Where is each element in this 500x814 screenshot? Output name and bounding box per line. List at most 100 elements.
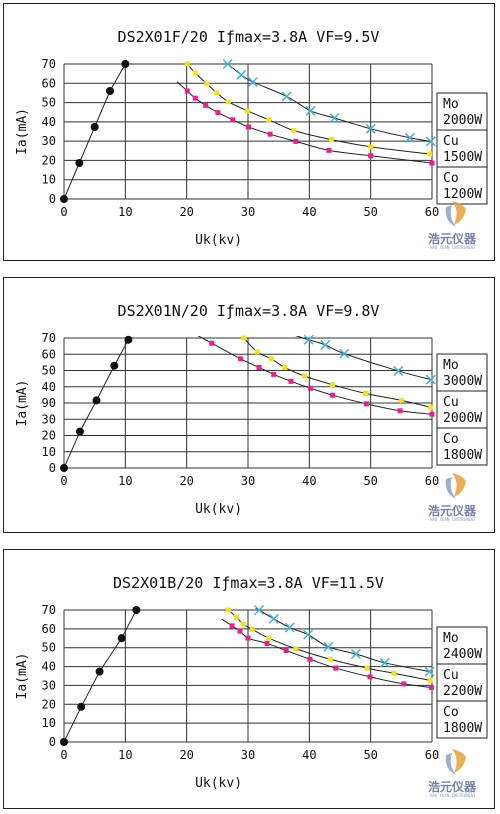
data-point — [230, 117, 236, 123]
legend-element: Co — [443, 705, 459, 720]
data-point — [428, 684, 434, 690]
y-tick-label: 10 — [42, 716, 56, 730]
legend-power: 2000W — [443, 411, 482, 426]
legend-element: Cu — [443, 134, 459, 149]
chart-title: DS2X01B/20 Iƒmax=3.8A VF=11.5V — [113, 574, 384, 592]
series-curve — [241, 336, 431, 408]
y-tick-label: 40 — [42, 660, 56, 674]
data-point — [236, 69, 247, 80]
data-point — [75, 427, 84, 436]
data-point — [247, 76, 258, 88]
legend-power: 1500W — [443, 150, 482, 165]
watermark-text: 浩元仪器 — [428, 503, 477, 518]
x-tick-label: 30 — [241, 748, 255, 762]
data-point — [364, 665, 370, 671]
data-point — [368, 153, 374, 159]
data-point — [244, 108, 250, 114]
x-tick-label: 10 — [118, 474, 132, 488]
data-point — [427, 151, 433, 157]
data-point — [124, 335, 133, 344]
x-axis-label: Uk(kv) — [195, 776, 242, 791]
y-axis-label: Ia(mA) — [15, 380, 30, 427]
data-point — [398, 397, 404, 403]
data-point — [363, 401, 369, 407]
data-point — [92, 396, 101, 405]
data-point — [379, 657, 390, 668]
data-point — [117, 634, 126, 643]
data-point — [326, 147, 332, 153]
legend-power: 1200W — [443, 187, 482, 202]
data-point — [214, 90, 220, 96]
data-point — [424, 666, 435, 677]
x-tick-label: 20 — [179, 474, 193, 488]
data-point — [229, 623, 235, 629]
data-point — [401, 681, 407, 687]
x-tick-label: 20 — [179, 748, 193, 762]
x-tick-label: 20 — [179, 205, 193, 219]
watermark-text: 浩元仪器 — [428, 779, 477, 794]
y-tick-label: 30 — [42, 412, 56, 426]
y-tick-label: 10 — [42, 173, 56, 187]
y-tick-label: 40 — [42, 380, 56, 394]
data-point — [225, 99, 231, 105]
chart-title: DS2X01F/20 Iƒmax=3.8A VF=9.5V — [118, 28, 380, 46]
data-point — [204, 81, 210, 87]
data-point — [281, 91, 292, 102]
data-point — [95, 667, 104, 676]
data-point — [192, 95, 198, 101]
data-point — [184, 88, 190, 94]
y-tick-label: 50 — [42, 96, 56, 110]
data-point — [237, 628, 243, 634]
y-tick-label: 30 — [42, 678, 56, 692]
data-point — [391, 670, 397, 676]
data-point — [215, 110, 221, 116]
legend-element: Mo — [443, 358, 459, 373]
y-tick-label: 20 — [42, 153, 56, 167]
legend-power: 1800W — [443, 721, 482, 736]
x-tick-label: 40 — [302, 474, 316, 488]
data-point — [192, 70, 198, 76]
legend-element: Mo — [443, 631, 459, 646]
data-point — [368, 144, 374, 150]
data-point — [425, 374, 436, 385]
data-point — [249, 626, 255, 632]
x-tick-label: 60 — [425, 474, 439, 488]
x-tick-label: 30 — [241, 205, 255, 219]
chart-svg: DS2X01F/20 Iƒmax=3.8A VF=9.5V 0 10 20 30 40 50… — [15, 28, 488, 250]
legend-element: Cu — [443, 668, 459, 683]
watermark-subtext: HAO YUAN INSTRUMENT — [430, 517, 476, 522]
data-point — [254, 349, 260, 355]
data-point — [254, 604, 265, 616]
data-point — [203, 102, 209, 108]
data-point — [75, 159, 84, 167]
data-point — [132, 606, 141, 614]
y-tick-label: 0 — [49, 461, 56, 475]
data-point — [327, 656, 333, 662]
data-point — [266, 635, 272, 641]
data-point — [225, 607, 231, 613]
legend-power: 3000W — [443, 374, 482, 389]
y-tick-label: 70 — [42, 603, 56, 617]
data-point — [301, 373, 307, 379]
data-point — [184, 61, 190, 67]
y-tick-label: 70 — [42, 331, 56, 345]
data-point — [284, 622, 295, 633]
data-point — [245, 635, 251, 641]
data-point — [404, 132, 415, 143]
watermark-subtext: HAO YUAN INSTRUMENT — [430, 245, 476, 250]
y-tick-label: 30 — [42, 134, 56, 148]
legend-element: Co — [443, 171, 459, 186]
legend-power: 2400W — [443, 647, 482, 662]
x-tick-label: 50 — [363, 205, 377, 219]
chart-panel-ds2x01b: DS2X01B/20 Iƒmax=3.8A VF=11.5V 0 10 20 30 40 5… — [3, 549, 495, 809]
data-point — [60, 195, 68, 203]
x-tick-label: 0 — [60, 474, 67, 488]
y-tick-label: 20 — [42, 429, 56, 443]
legend-element: Mo — [443, 97, 459, 112]
data-point — [238, 356, 244, 362]
data-point — [106, 87, 114, 95]
x-tick-label: 50 — [363, 474, 377, 488]
data-point — [308, 385, 314, 391]
